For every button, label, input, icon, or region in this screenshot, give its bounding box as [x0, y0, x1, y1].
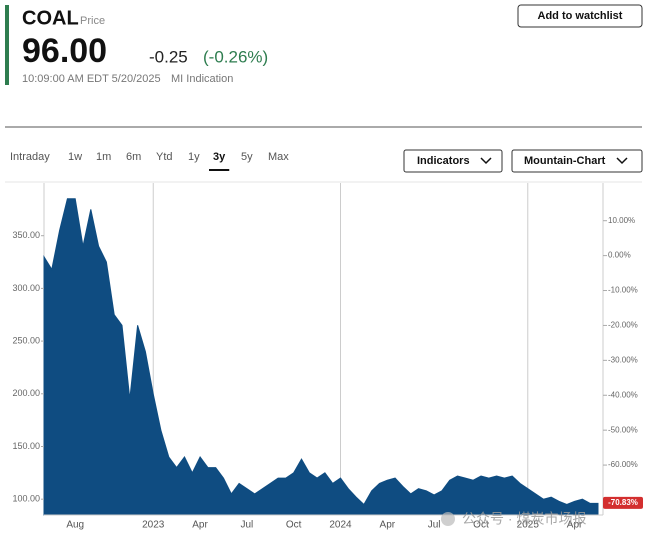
x-tick-label: Jul	[240, 520, 253, 531]
x-tick-label: 2023	[142, 520, 165, 531]
timestamp: 10:09:00 AM EDT 5/20/2025	[22, 73, 161, 85]
dropdown[interactable]	[403, 149, 503, 173]
tab[interactable]: Intraday	[10, 151, 50, 163]
tabs: Intraday 1w 1m 6m Ytd 1y 3y 5y Max	[10, 151, 289, 171]
y2-tick-label: -50.00%	[608, 425, 638, 434]
y-tick-label: 300.00	[12, 283, 40, 293]
tab[interactable]: Max	[268, 151, 289, 163]
watchlist-button[interactable]	[517, 4, 643, 28]
chevron	[480, 157, 492, 165]
x-tick-label: 2025	[517, 520, 540, 531]
current-marker	[603, 496, 643, 509]
dropdown-label[interactable]: Mountain-Chart	[524, 155, 606, 167]
tab[interactable]: 3y	[213, 151, 226, 163]
x-tick-label: Apr	[567, 520, 583, 531]
x-tick-label: 2024	[329, 520, 352, 531]
y2-tick-label: -60.00%	[608, 460, 638, 469]
dropdown-label[interactable]: Indicators	[417, 155, 470, 167]
y2-tick-label: -40.00%	[608, 390, 638, 399]
watchlist-button-label[interactable]: Add to watchlist	[538, 10, 623, 22]
tab[interactable]: 1w	[68, 151, 82, 163]
y2-tick-label: 0.00%	[608, 251, 631, 260]
tab[interactable]: 5y	[241, 151, 253, 163]
y-tick-label: 100.00	[12, 494, 40, 504]
y2-tick-label: -10.00%	[608, 286, 638, 295]
y2-tick-label: -20.00%	[608, 321, 638, 330]
x-tick-label: Apr	[380, 520, 396, 531]
y-tick-label: 250.00	[12, 335, 40, 345]
tab[interactable]: 6m	[126, 151, 141, 163]
x-tick-label: Aug	[66, 520, 84, 531]
x-tick-label: Oct	[286, 520, 302, 531]
x-tick-label: Oct	[473, 520, 489, 531]
y-tick-label: 150.00	[12, 441, 40, 451]
accent-bar	[5, 5, 9, 85]
plot: 100.00 150.00 200.00 250.00 300.00 350.00 10.0…	[12, 183, 643, 531]
y2-tick-label: 10.00%	[608, 216, 635, 225]
y-tick-label: 350.00	[12, 230, 40, 240]
y-tick-label: 200.00	[12, 388, 40, 398]
y2-tick-label: -30.00%	[608, 355, 638, 364]
tab[interactable]: 1m	[96, 151, 111, 163]
price-label: Price	[80, 15, 105, 27]
chevron	[616, 157, 628, 165]
change-percent: (-0.26%)	[203, 47, 268, 66]
ticker: COAL	[22, 7, 79, 29]
price: 96.00	[22, 32, 107, 70]
change: -0.25	[149, 47, 188, 66]
indication: MI Indication	[171, 73, 233, 85]
x-tick-label: Jul	[428, 520, 441, 531]
area	[43, 198, 599, 516]
watermark: 公众号 · 煤炭市场报	[462, 511, 586, 527]
dropdown[interactable]	[511, 149, 643, 173]
current-marker-label: -70.83%	[608, 498, 638, 507]
tab[interactable]: Ytd	[156, 151, 173, 163]
x-tick-label: Apr	[192, 520, 208, 531]
tab[interactable]: 1y	[188, 151, 200, 163]
watermark-icon	[441, 512, 455, 526]
